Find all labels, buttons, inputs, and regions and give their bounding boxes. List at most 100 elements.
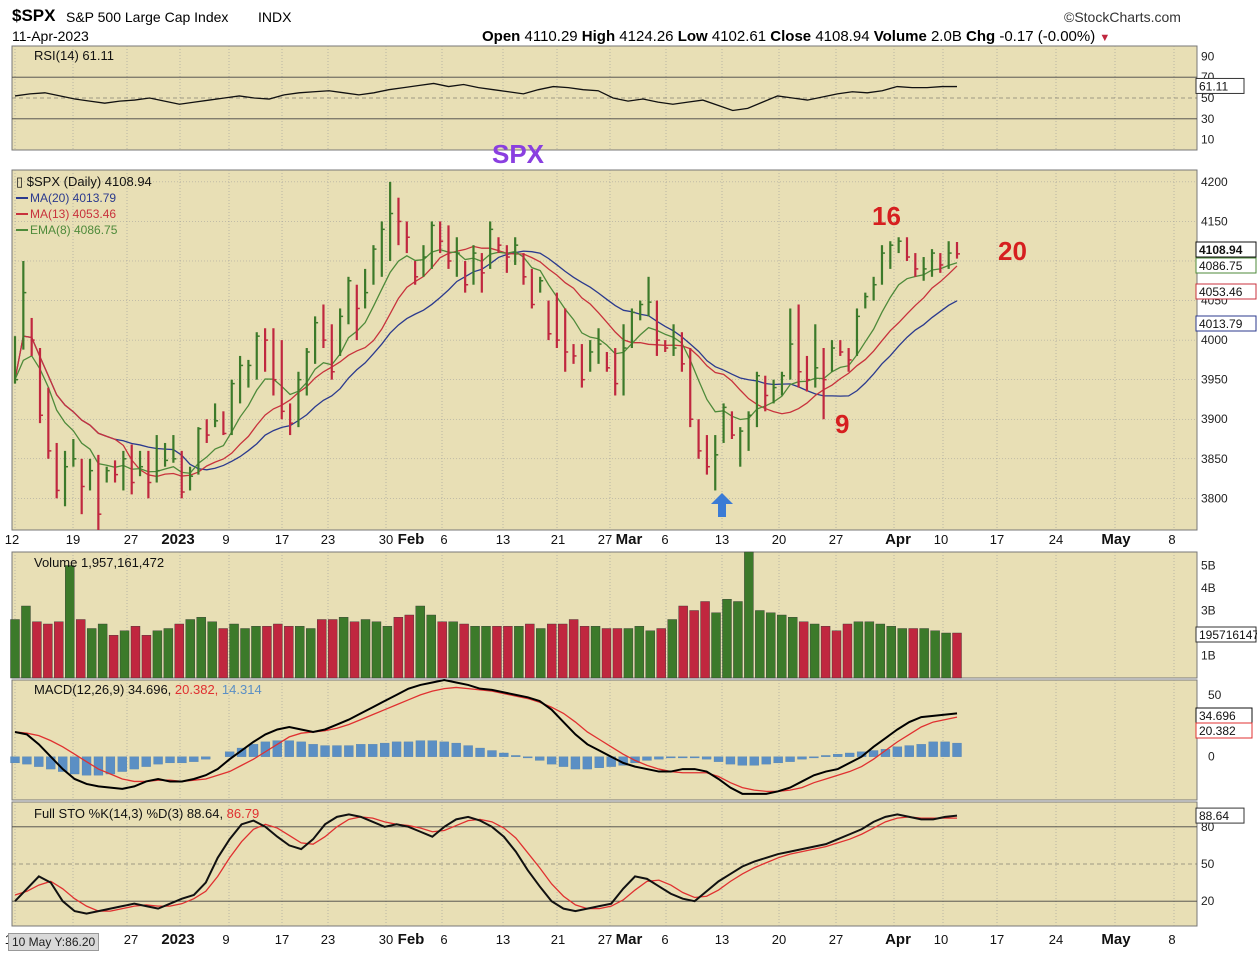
volume-bar — [700, 601, 710, 679]
x-tick-label: 27 — [598, 532, 612, 547]
volume-bar — [251, 626, 261, 679]
volume-bar — [766, 612, 776, 679]
macd-histogram-bar — [511, 755, 521, 757]
volume-bar — [831, 630, 842, 679]
volume-bar — [437, 621, 447, 679]
macd-histogram-bar — [940, 741, 950, 757]
price-tick: 4200 — [1201, 175, 1228, 189]
volume-badge-label: 1957161472 — [1199, 628, 1257, 642]
volume-bar — [547, 623, 557, 679]
macd-line — [14, 678, 958, 795]
macd-legend-hist: 14.314 — [222, 682, 262, 697]
symbol: $SPX — [12, 6, 56, 25]
macd-histogram-bar — [582, 756, 593, 770]
volume-bar — [108, 635, 119, 679]
rsi-value-label: 61.11 — [1199, 79, 1228, 93]
volume-value: 2.0B — [930, 28, 962, 45]
macd-panel — [11, 679, 1198, 801]
volume-bar — [382, 626, 393, 679]
macd-histogram-bar — [785, 756, 795, 762]
volume-bar — [21, 605, 31, 679]
macd-badge-label: 20.382 — [1199, 724, 1236, 738]
x-tick-label: 27 — [829, 932, 843, 947]
rsi-tick: 30 — [1201, 112, 1215, 126]
x-tick-label: 2023 — [161, 531, 194, 548]
macd-histogram-bar — [308, 744, 318, 757]
macd-histogram-bar — [165, 756, 175, 764]
low-value: 4102.61 — [711, 28, 767, 45]
macd-histogram-bar — [725, 756, 736, 765]
volume-bar — [404, 614, 415, 679]
high-label: High — [581, 28, 616, 45]
x-tick-label: 27 — [598, 932, 612, 947]
macd-tick: 0 — [1208, 750, 1215, 764]
price-tick: 4000 — [1201, 333, 1228, 347]
price-badge — [1195, 257, 1257, 274]
price-legend: ▯ $SPX (Daily) 4108.94 — [16, 174, 152, 189]
macd-histogram-bar — [821, 755, 831, 757]
macd-histogram-bar — [344, 745, 354, 757]
chart-date: 11-Apr-2023 — [12, 28, 89, 44]
x-tick-label: 2023 — [161, 931, 194, 948]
price-tick: 3800 — [1201, 491, 1228, 505]
volume-bar — [207, 621, 217, 679]
macd-histogram-bar — [69, 756, 80, 775]
macd-histogram-bar — [654, 756, 664, 760]
volume-bar — [886, 626, 896, 679]
volume-bar — [229, 623, 239, 679]
volume-bar — [787, 617, 798, 679]
x-tick-label: 8 — [1168, 932, 1175, 947]
x-tick-label: Feb — [398, 931, 425, 948]
macd-histogram-bar — [475, 747, 485, 757]
volume-bar — [426, 614, 436, 679]
macd-histogram-bar — [558, 756, 569, 767]
macd-histogram-bar — [642, 756, 652, 761]
volume-bar — [448, 621, 458, 679]
price-badge — [1195, 241, 1257, 258]
macd-histogram-bar — [439, 741, 449, 757]
legend-entry: MA(13) 4053.46 — [30, 207, 116, 221]
volume-bar — [930, 630, 940, 679]
sto-tick: 20 — [1201, 894, 1215, 908]
x-tick-label: Feb — [398, 531, 425, 548]
volume-bar — [349, 621, 360, 679]
x-tick-label: 13 — [715, 932, 729, 947]
volume-bar — [218, 628, 228, 679]
macd-histogram-bar — [117, 756, 127, 772]
macd-histogram-bar — [833, 754, 843, 757]
volume-bar — [481, 626, 491, 679]
volume-bar — [10, 619, 20, 679]
x-tick-label: 13 — [496, 932, 510, 947]
macd-histogram-bar — [892, 746, 903, 757]
price-badge — [1195, 283, 1257, 300]
close-label: Close — [770, 28, 812, 45]
macd-histogram-bar — [690, 756, 700, 759]
volume-bar — [492, 626, 502, 679]
x-tick-label: May — [1101, 531, 1131, 548]
macd-histogram-bar — [761, 756, 771, 765]
macd-histogram-bar — [499, 752, 509, 757]
macd-histogram-bar — [701, 756, 712, 760]
ohlc-bar: Open 4110.29 High 4124.26 Low 4102.61 Cl… — [482, 28, 1110, 45]
volume-bar — [744, 551, 754, 679]
volume-tick: 4B — [1201, 581, 1216, 595]
macd-histogram-bar — [427, 740, 437, 757]
volume-bar — [316, 619, 327, 679]
macd-histogram-bar — [463, 745, 473, 757]
x-tick-label: 23 — [321, 532, 335, 547]
volume-bar — [196, 617, 206, 679]
rsi-tick: 50 — [1201, 91, 1215, 105]
low-label: Low — [677, 28, 708, 45]
volume-bar — [722, 599, 732, 679]
macd-histogram-bar — [952, 742, 962, 757]
volume-bar — [360, 619, 371, 679]
volume-bar — [941, 632, 951, 679]
volume-bar — [755, 610, 765, 679]
chg-label: Chg — [966, 28, 996, 45]
volume-bar — [459, 623, 469, 679]
x-tick-label: 17 — [990, 932, 1004, 947]
macd-histogram-bar — [320, 745, 330, 757]
macd-histogram-bar — [594, 756, 604, 768]
x-tick-label: 21 — [551, 532, 565, 547]
